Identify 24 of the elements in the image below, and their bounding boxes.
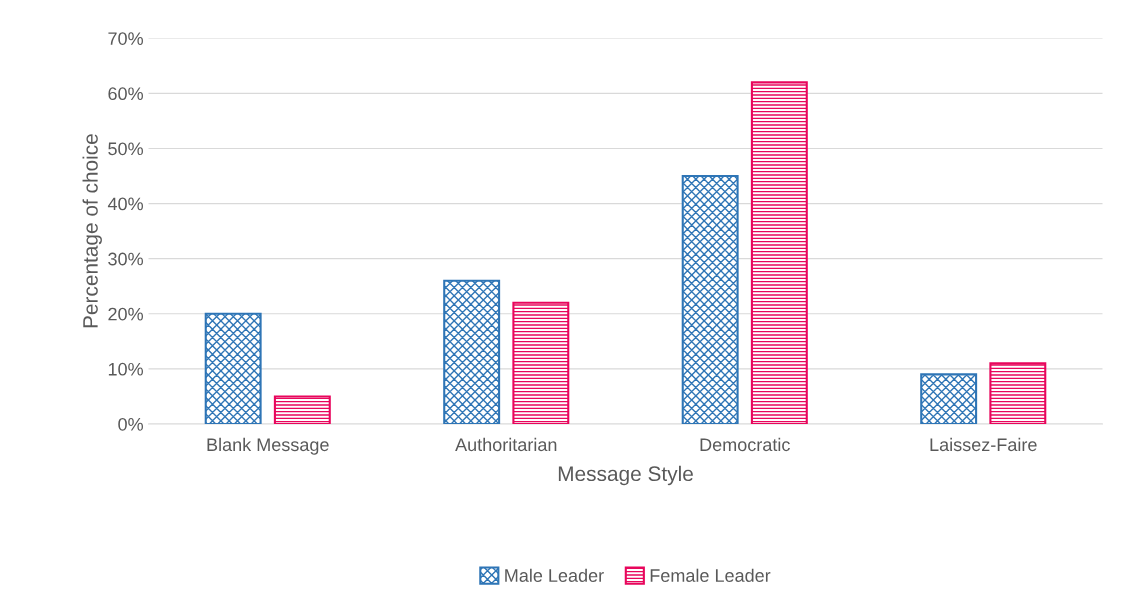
x-tick-label: Democratic <box>700 437 790 452</box>
bar <box>512 301 570 424</box>
y-tick-label: 10% <box>108 362 143 376</box>
y-tick-label: 40% <box>107 197 143 211</box>
y-tick-label: 0% <box>118 417 143 431</box>
bar <box>204 312 262 424</box>
legend-label: Female Leader <box>650 568 771 582</box>
y-tick-label: 60% <box>108 87 143 101</box>
x-axis-title: Message Style <box>558 465 693 486</box>
y-tick-label: 50% <box>108 142 143 156</box>
x-tick-label: Blank Message <box>207 437 329 455</box>
bar <box>443 279 501 424</box>
bar <box>273 395 331 424</box>
y-axis-title: Percentage of choice <box>82 134 102 328</box>
bar <box>750 81 808 424</box>
x-tick-label: Laissez-Faire <box>930 437 1037 452</box>
bar <box>989 362 1047 424</box>
y-tick-label: 20% <box>108 307 143 321</box>
bar <box>920 373 978 424</box>
y-tick-label: 30% <box>108 252 143 266</box>
bar <box>681 174 739 424</box>
y-tick-label: 70% <box>108 32 143 45</box>
x-tick-label: Authoritarian <box>455 437 557 452</box>
legend-label: Male Leader <box>505 568 604 582</box>
